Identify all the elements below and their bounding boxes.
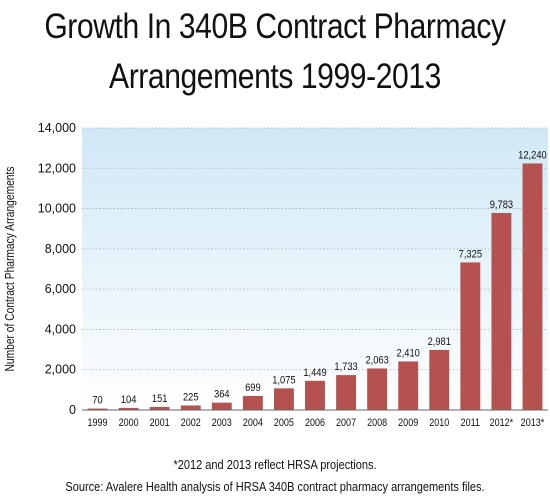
x-tick-label: 2010 (429, 417, 449, 429)
x-tick-label: 2009 (398, 417, 418, 429)
data-label: 225 (183, 392, 199, 404)
data-labels: 70 104 151 225 364 699 1,075 1,449 1,733 2,063 2,4… (92, 150, 547, 407)
gridlines (82, 127, 548, 371)
data-label: 1,733 (334, 361, 358, 373)
y-tick-label: 8,000 (45, 242, 76, 256)
bar (491, 212, 512, 410)
bar (429, 349, 450, 410)
x-tick-label: 2007 (336, 417, 356, 429)
x-tick-label: 2003 (212, 417, 232, 429)
data-label: 70 (92, 395, 103, 407)
data-label: 2,981 (428, 336, 452, 348)
data-label: 1,449 (303, 367, 327, 379)
data-label: 9,783 (490, 199, 514, 211)
data-label: 1,075 (272, 375, 296, 387)
bars (87, 163, 543, 410)
data-label: 364 (214, 389, 230, 401)
bar (242, 395, 263, 410)
bar (180, 405, 201, 410)
data-label: 2,063 (365, 355, 389, 367)
y-tick-label: 6,000 (45, 282, 76, 296)
x-tick-label: 2005 (274, 417, 294, 429)
bar (118, 407, 139, 410)
data-label: 699 (245, 382, 261, 394)
bar (305, 380, 325, 410)
bar (211, 402, 232, 410)
x-tick-label: 2002 (181, 417, 201, 429)
data-label: 104 (121, 394, 137, 406)
x-tick-label: 2013* (521, 417, 545, 429)
bar (367, 368, 388, 410)
bar (149, 406, 170, 410)
chart-title-line-2: Arrangements 1999-2013 (109, 57, 441, 96)
y-tick-label: 12,000 (38, 161, 76, 175)
x-tick-label: 2011 (461, 417, 481, 429)
bar (87, 408, 108, 410)
footnote: *2012 and 2013 reflect HRSA projections. (173, 458, 377, 472)
y-tick-label: 14,000 (38, 121, 76, 135)
y-tick-label: 10,000 (38, 202, 76, 216)
x-tick-label: 1999 (88, 417, 108, 429)
chart-title-line-1: Growth In 340B Contract Pharmacy (44, 7, 506, 46)
source-note: Source: Avalere Health analysis of HRSA … (65, 480, 485, 494)
data-label: 2,410 (397, 348, 421, 360)
x-tick-label: 2006 (305, 417, 325, 429)
y-tick-label: 4,000 (45, 322, 76, 336)
x-tick-label: 2008 (367, 417, 387, 429)
x-tick-label: 2001 (150, 417, 170, 429)
x-tick-label: 2004 (243, 417, 263, 429)
y-axis-ticks: 0 2,000 4,000 6,000 8,000 10,000 12,000 14,000 (38, 121, 76, 417)
bar (460, 262, 481, 410)
bar (522, 163, 543, 410)
x-tick-label: 2012* (490, 417, 514, 429)
y-axis-label: Number of Contract Pharmacy Arrangements (4, 166, 17, 371)
bar (273, 388, 294, 410)
x-tick-label: 2000 (119, 417, 139, 429)
data-label: 12,240 (518, 150, 547, 162)
bar (398, 361, 419, 410)
data-label: 7,325 (459, 249, 483, 261)
y-tick-label: 2,000 (45, 363, 76, 377)
data-label: 151 (152, 393, 168, 405)
y-tick-label: 0 (69, 403, 76, 417)
bar (336, 375, 357, 410)
x-axis-ticks: 1999 2000 2001 2002 2003 2004 2005 2006 2007 2008… (88, 417, 545, 429)
